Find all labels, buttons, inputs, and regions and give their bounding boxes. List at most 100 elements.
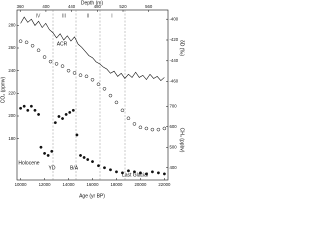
data-point (30, 43, 35, 48)
data-point (109, 168, 112, 172)
annotation: I (111, 13, 112, 19)
data-point (53, 121, 57, 125)
data-point (115, 170, 118, 174)
data-point (42, 55, 47, 59)
data-point (150, 127, 155, 132)
data-point (82, 156, 86, 159)
annotation: II (87, 13, 90, 19)
y-tick-label: -400 (170, 16, 179, 21)
y-tick-label: 400 (170, 165, 178, 170)
top-tick-label: 520 (119, 4, 127, 9)
x-tick-label: 18000 (110, 182, 123, 187)
data-point (79, 154, 82, 157)
data-point (86, 158, 90, 162)
top-tick-label: 560 (145, 4, 153, 9)
data-point (29, 104, 33, 108)
x-tick-label: 22000 (158, 182, 171, 187)
data-point (54, 62, 59, 66)
data-point (108, 93, 113, 98)
annotation: Holocene (18, 160, 39, 166)
data-point (26, 108, 30, 112)
data-point (50, 149, 54, 153)
data-point (103, 166, 106, 170)
annotation: B/A (70, 165, 79, 171)
x-tick-label: 14000 (63, 182, 76, 187)
data-point (66, 68, 71, 73)
data-point (126, 116, 131, 121)
data-point (72, 71, 77, 75)
annotation: ACR (57, 41, 68, 47)
data-point (127, 169, 130, 173)
y-tick-label: 180 (8, 136, 16, 141)
line-series (20, 16, 165, 81)
data-point (150, 170, 154, 174)
data-point (138, 171, 142, 175)
y-tick-label: 700 (170, 103, 178, 108)
y-axis-label: CO₂ (ppmv) (0, 76, 6, 103)
data-point (60, 64, 65, 68)
data-point (144, 126, 149, 131)
y-tick-label: 500 (170, 144, 178, 149)
data-point (156, 127, 161, 132)
data-point (71, 108, 75, 112)
data-point (46, 154, 50, 157)
data-point (64, 113, 68, 116)
top-tick-label: 440 (68, 4, 76, 9)
y-tick-label: -460 (170, 79, 179, 84)
annotation: YD (49, 165, 56, 171)
data-point (120, 108, 125, 113)
data-point (22, 104, 26, 108)
data-point (18, 39, 23, 43)
data-point (84, 74, 89, 79)
data-point (61, 117, 64, 121)
data-point (114, 100, 119, 105)
data-point (78, 73, 83, 77)
data-point (162, 172, 166, 176)
data-point (91, 160, 94, 164)
y-axis-label: δD (‰) (179, 40, 185, 56)
data-point (97, 164, 100, 168)
data-point (33, 108, 37, 112)
top-tick-label: 360 (17, 4, 25, 9)
x-tick-label: 16000 (87, 182, 100, 187)
data-point (48, 59, 53, 64)
data-point (37, 113, 41, 116)
chart: Depth (m) Age (yr BP) 10000 12000 14000 160… (0, 0, 185, 199)
x-tick-label: 20000 (134, 182, 147, 187)
y-tick-label: -420 (170, 37, 179, 42)
data-point (156, 171, 160, 175)
annotation: Last Glacial (122, 172, 148, 178)
data-point (102, 87, 107, 91)
data-point (132, 122, 137, 126)
annotation: III (62, 13, 66, 19)
y-tick-label: -440 (170, 58, 179, 63)
y-tick-label: 200 (8, 113, 16, 118)
data-point (132, 170, 136, 174)
data-point (96, 82, 101, 87)
data-point (75, 133, 79, 137)
data-point (90, 77, 95, 82)
y-axis-label: CH₄ (ppbv) (179, 128, 185, 153)
data-point (162, 126, 167, 131)
plot-frame (16, 9, 169, 181)
top-axis-label: Depth (m) (81, 0, 104, 6)
x-tick-label: 10000 (15, 182, 28, 187)
data-point (43, 151, 47, 155)
x-tick-label: 12000 (39, 182, 52, 187)
data-point (68, 110, 72, 114)
y-tick-label: 220 (8, 90, 16, 95)
top-tick-label: 400 (42, 4, 50, 9)
data-point (121, 171, 124, 175)
top-tick-label: 480 (94, 4, 102, 9)
x-axis-label: Age (yr BP) (79, 193, 105, 199)
annotation: IV (36, 13, 41, 19)
data-point (19, 106, 23, 110)
data-point (39, 145, 43, 149)
y-tick-label: 600 (170, 124, 178, 129)
data-point (24, 40, 29, 45)
data-point (36, 48, 41, 53)
y-tick-label: 260 (8, 45, 16, 50)
y-tick-label: 280 (8, 22, 16, 27)
data-point (138, 125, 143, 130)
data-point (57, 115, 61, 118)
